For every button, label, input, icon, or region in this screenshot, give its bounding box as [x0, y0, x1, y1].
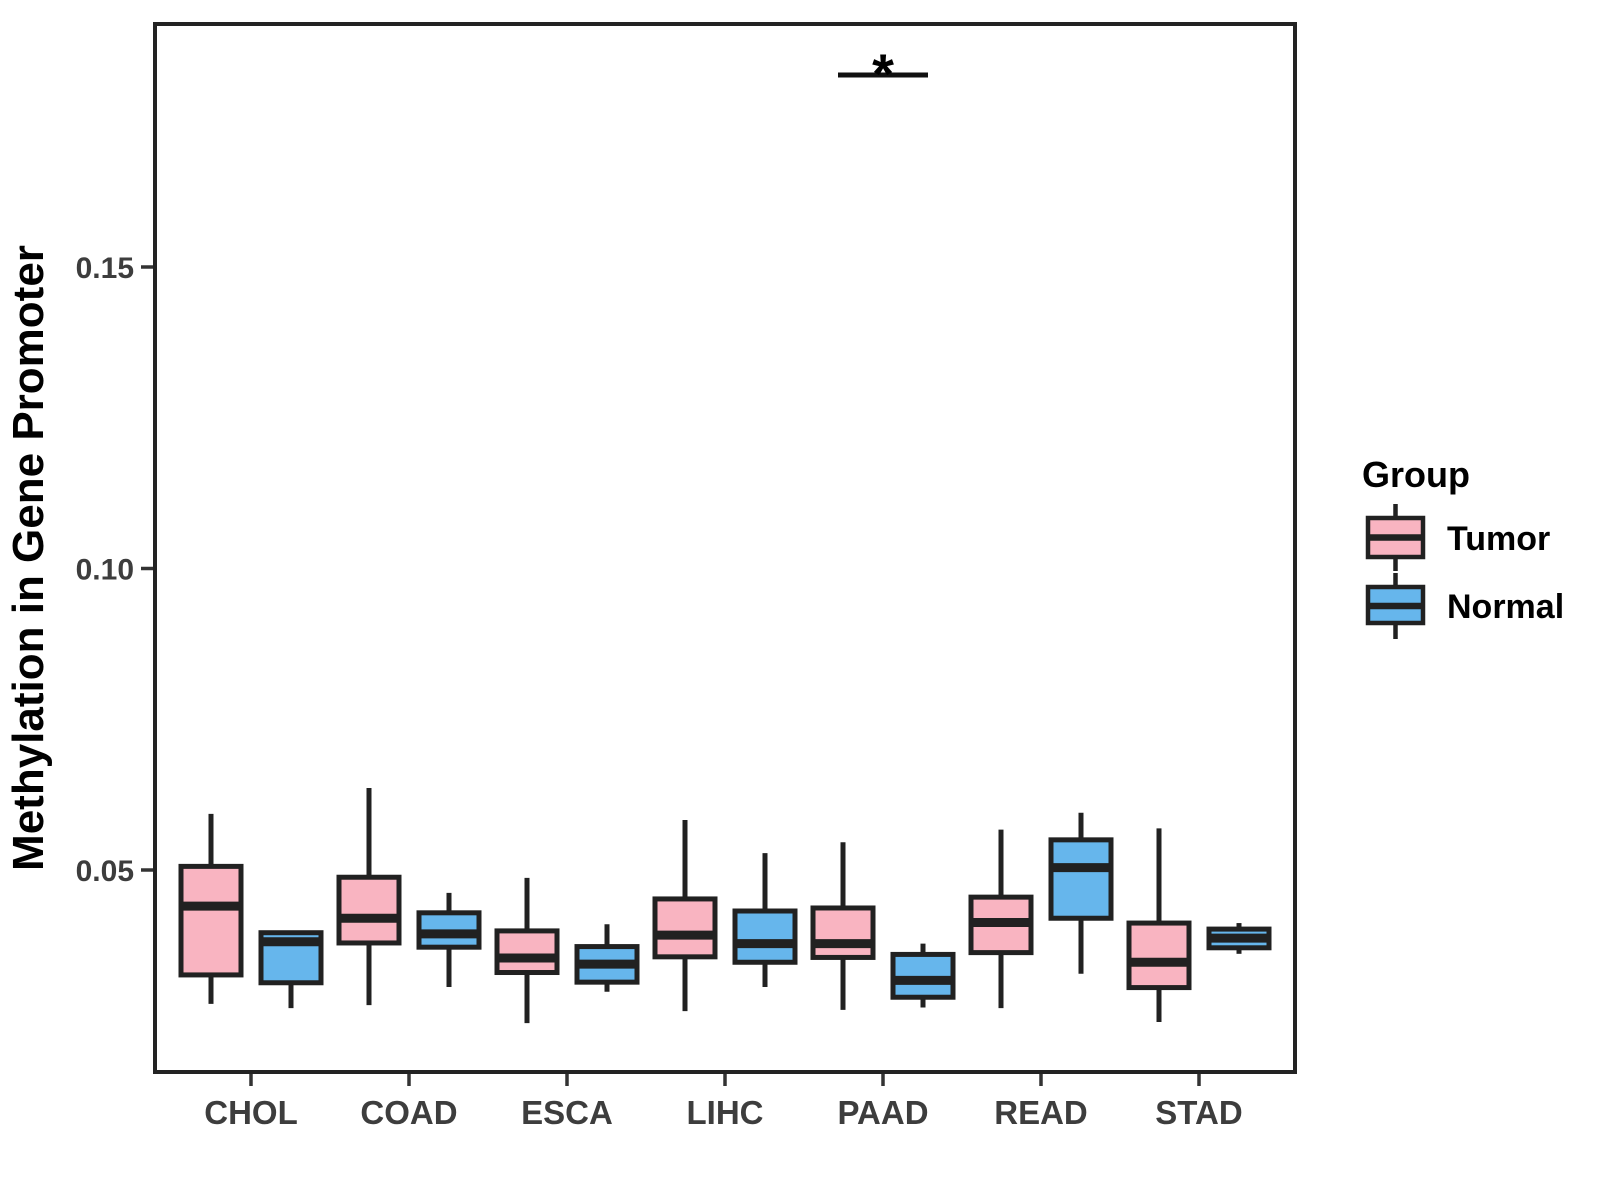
box-tumor-chol [178, 863, 244, 978]
x-tick-label: READ [994, 1094, 1088, 1131]
x-tick-label: STAD [1155, 1094, 1242, 1131]
x-tick-label: CHOL [204, 1094, 298, 1131]
box-normal-read [1048, 837, 1114, 921]
box-tumor-lihc [652, 896, 718, 960]
legend-label-normal: Normal [1447, 588, 1564, 626]
significance-star: * [872, 42, 894, 105]
y-axis-title: Methylation in Gene Promoter [4, 245, 53, 871]
box-tumor-stad [1126, 920, 1192, 991]
x-tick-label: ESCA [521, 1094, 613, 1131]
y-tick-label: 0.05 [76, 855, 134, 888]
plot-panel [153, 22, 1297, 1074]
box-tumor-esca [494, 928, 560, 976]
x-tick-label: COAD [360, 1094, 457, 1131]
x-tick-label: PAAD [837, 1094, 928, 1131]
box-tumor-paad [810, 905, 876, 960]
legend-label-tumor: Tumor [1447, 520, 1550, 558]
legend-title: Group [1362, 454, 1470, 495]
box-tumor-coad [336, 874, 402, 946]
box-normal-paad [890, 951, 956, 1000]
x-tick-label: LIHC [687, 1094, 764, 1131]
y-tick-label: 0.15 [76, 252, 134, 285]
box-normal-lihc [732, 908, 798, 965]
y-tick-label: 0.10 [76, 554, 134, 587]
